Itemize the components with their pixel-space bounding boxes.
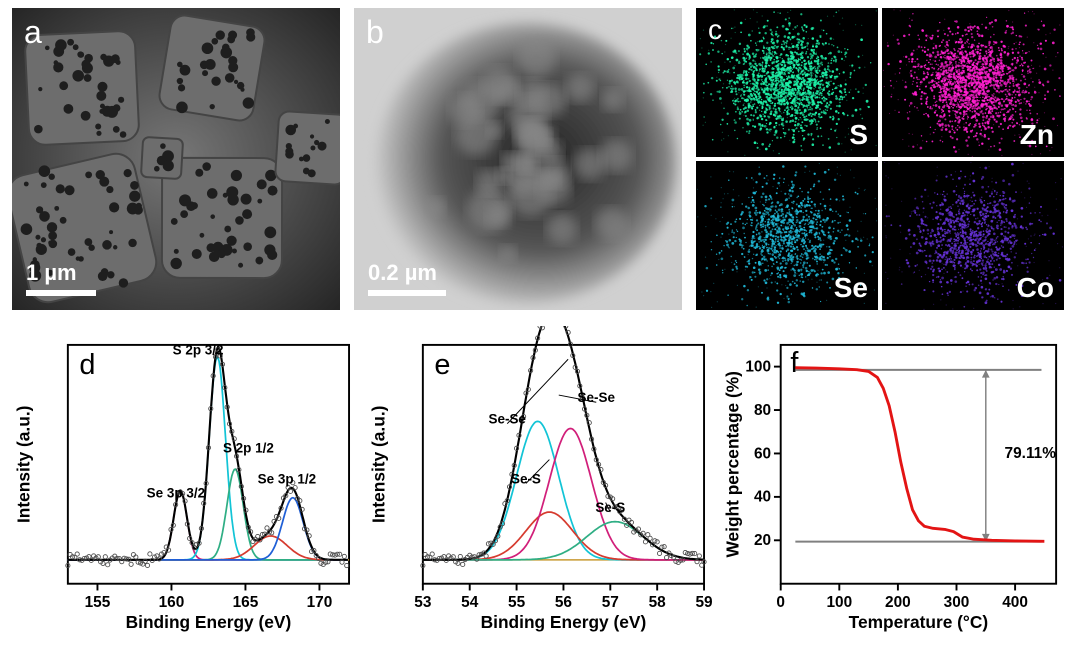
chart-d-svg: d155160165170Intensity (a.u.)Binding Ene… <box>12 326 359 645</box>
panel-b-tem-image: b 0.2 µm <box>354 8 682 310</box>
panel-f-tga-chart: f010020030040020406080100Weight percenta… <box>721 326 1068 645</box>
eds-map-se: Se <box>696 161 878 310</box>
panel-a-scale-text: 1 µm <box>26 260 96 286</box>
panel-b-scale-text: 0.2 µm <box>368 260 446 286</box>
map-label-zn: Zn <box>1020 119 1054 151</box>
chart-f-svg: f010020030040020406080100Weight percenta… <box>721 326 1068 645</box>
eds-map-s: c S <box>696 8 878 157</box>
panel-e-xps-chart: e53545556575859Intensity (a.u.)Binding E… <box>367 326 714 645</box>
panel-b-letter: b <box>366 14 384 51</box>
panel-a-letter: a <box>24 14 42 51</box>
panel-c-eds-maps: c S Zn Se Co <box>696 8 1064 310</box>
panel-a-scale-bar <box>26 290 96 296</box>
map-label-se: Se <box>834 272 868 304</box>
panel-a-sem-image: a 1 µm <box>12 8 340 310</box>
map-label-co: Co <box>1017 272 1054 304</box>
chart-e-svg: e53545556575859Intensity (a.u.)Binding E… <box>367 326 714 645</box>
panel-d-xps-chart: d155160165170Intensity (a.u.)Binding Ene… <box>12 326 359 645</box>
eds-map-zn: Zn <box>882 8 1064 157</box>
panel-b-scalebar: 0.2 µm <box>368 260 446 296</box>
map-label-s: S <box>849 119 868 151</box>
panel-a-scalebar: 1 µm <box>26 260 96 296</box>
eds-map-co: Co <box>882 161 1064 310</box>
panel-b-scale-bar <box>368 290 446 296</box>
